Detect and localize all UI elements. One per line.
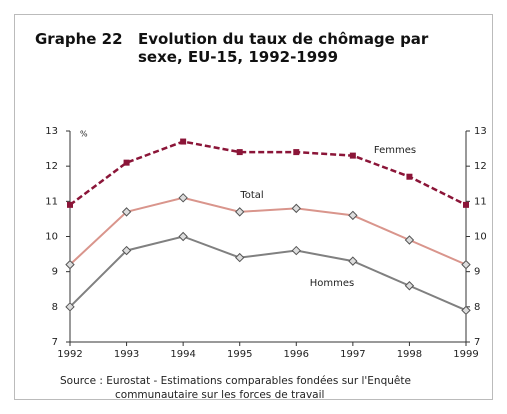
series-label: Total xyxy=(239,190,263,201)
y2-tick-label: 11 xyxy=(474,196,487,207)
series-line xyxy=(69,196,467,266)
x-tick-label: 1995 xyxy=(227,349,252,360)
marker xyxy=(291,203,301,214)
y-tick-label: 7 xyxy=(52,337,58,348)
frame xyxy=(14,14,493,400)
y-unit: % xyxy=(80,130,88,139)
marker xyxy=(404,281,415,291)
y2-tick-label: 7 xyxy=(474,337,480,348)
y2-tick-label: 8 xyxy=(474,302,480,313)
marker xyxy=(235,252,245,263)
y-tick-label: 8 xyxy=(52,302,58,313)
marker xyxy=(291,245,301,256)
marker xyxy=(236,149,243,156)
series-label: Femmes xyxy=(374,145,416,156)
marker xyxy=(178,231,188,242)
marker xyxy=(349,152,356,159)
marker xyxy=(180,138,187,145)
y-tick-label: 13 xyxy=(45,126,58,137)
marker xyxy=(348,256,358,266)
marker xyxy=(406,173,413,180)
x-tick-label: 1992 xyxy=(57,349,82,360)
marker xyxy=(121,245,132,256)
x-tick-label: 1998 xyxy=(397,349,422,360)
x-tick-label: 1994 xyxy=(170,349,195,360)
series-line xyxy=(69,140,467,206)
marker xyxy=(348,210,358,221)
marker xyxy=(178,193,188,203)
marker xyxy=(463,201,469,208)
x-tick-label: 1996 xyxy=(284,349,309,360)
marker xyxy=(65,259,75,270)
x-tick-label: 1993 xyxy=(114,349,139,360)
marker xyxy=(65,302,75,312)
marker xyxy=(461,259,471,270)
y2-tick-label: 13 xyxy=(474,126,487,137)
marker xyxy=(123,159,130,166)
series-line xyxy=(69,235,467,312)
x-tick-label: 1999 xyxy=(453,349,478,360)
marker xyxy=(404,235,415,245)
figure-label: Graphe 22 xyxy=(35,30,123,48)
y-tick-label: 11 xyxy=(45,196,58,207)
y2-tick-label: 10 xyxy=(474,232,487,243)
y-tick-label: 9 xyxy=(52,267,58,278)
y2-tick-label: 9 xyxy=(474,267,480,278)
y2-tick-label: 12 xyxy=(474,161,487,172)
marker xyxy=(121,207,132,217)
series-label: Hommes xyxy=(310,278,354,289)
marker xyxy=(293,149,300,156)
marker xyxy=(67,201,73,208)
marker xyxy=(235,207,245,217)
source-note: Source : Eurostat - Estimations comparab… xyxy=(60,375,411,401)
y-tick-label: 10 xyxy=(45,232,58,243)
chart-title: Evolution du taux de chômage par sexe, E… xyxy=(138,30,429,66)
y-tick-label: 12 xyxy=(45,161,58,172)
x-tick-label: 1997 xyxy=(340,349,365,360)
marker xyxy=(461,305,471,316)
